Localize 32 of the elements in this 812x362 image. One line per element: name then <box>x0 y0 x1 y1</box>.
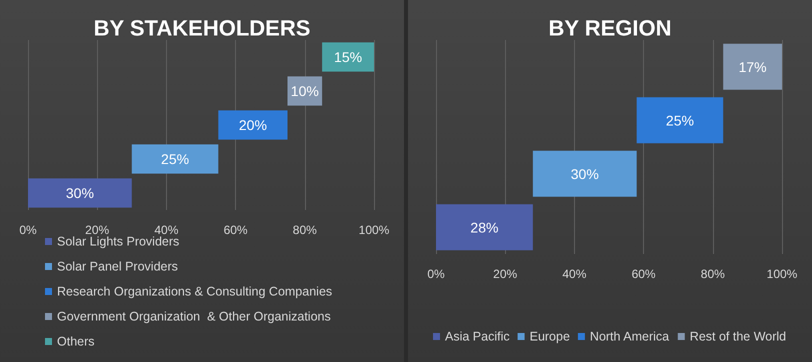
data-label: 25% <box>666 112 694 128</box>
x-tick-label: 0% <box>427 267 445 281</box>
legend-label: North America <box>590 330 670 344</box>
x-tick-label: 20% <box>85 223 110 237</box>
legend-label: Europe <box>530 330 570 344</box>
x-tick-label: 100% <box>766 267 798 281</box>
data-label: 25% <box>161 151 190 167</box>
x-tick-label: 0% <box>19 223 37 237</box>
x-tick-label: 60% <box>632 267 656 281</box>
legend-label: Solar Panel Providers <box>57 260 178 274</box>
legend-label: Solar Lights Providers <box>57 234 180 248</box>
legend-label: Asia Pacific <box>445 330 510 344</box>
x-tick-label: 80% <box>700 267 726 281</box>
x-tick-label: 40% <box>562 267 587 281</box>
legend-label: Research Organizations & Consulting Companies <box>57 284 332 298</box>
data-label: 20% <box>238 117 267 133</box>
x-tick-label: 60% <box>224 223 248 237</box>
x-tick-label: 100% <box>358 223 390 237</box>
data-label: 30% <box>570 166 599 182</box>
chart-title: BY STAKEHOLDERS <box>94 16 310 40</box>
x-tick-label: 40% <box>154 223 179 237</box>
legend-label: Others <box>57 334 95 348</box>
legend-label: Rest of the World <box>690 330 786 344</box>
data-label: 17% <box>738 58 767 75</box>
data-label: 10% <box>290 83 319 99</box>
data-label: 30% <box>66 185 94 201</box>
x-tick-label: 80% <box>292 223 318 237</box>
chart-title: BY REGION <box>548 16 672 40</box>
x-tick-label: 20% <box>493 267 518 281</box>
data-label: 28% <box>470 219 498 236</box>
legend-label: Government Organization & Other Organizations <box>57 310 331 324</box>
data-label: 15% <box>334 49 362 65</box>
